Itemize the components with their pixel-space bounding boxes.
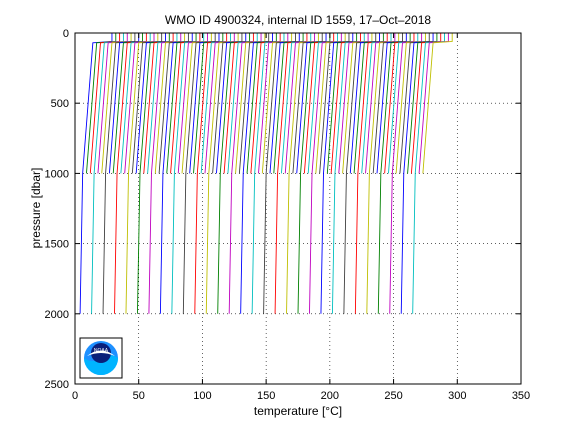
profile-line — [114, 33, 147, 314]
y-tick-label: 2000 — [45, 309, 69, 321]
grid-lines — [75, 33, 521, 384]
profile-line — [171, 33, 205, 314]
profile-line — [400, 33, 434, 314]
profile-line — [412, 33, 445, 314]
profile-line — [217, 33, 251, 314]
profile-line — [194, 33, 228, 314]
profile-line — [148, 33, 182, 314]
y-tick-label: 500 — [51, 98, 69, 110]
profile-line — [320, 33, 354, 314]
profile-line — [102, 33, 136, 314]
profile-line — [309, 33, 342, 314]
profile-line — [91, 33, 124, 314]
x-tick-label: 200 — [321, 390, 339, 402]
x-tick-label: 150 — [257, 390, 275, 402]
profile-line — [389, 33, 423, 314]
profile-line — [286, 33, 319, 314]
profile-line — [159, 33, 193, 314]
y-axis-label: pressure [dbar] — [29, 168, 43, 249]
x-tick-label: 0 — [72, 390, 78, 402]
profile-line — [79, 33, 113, 314]
logo-text: NOAA — [94, 348, 109, 354]
profile-line — [182, 33, 216, 314]
y-tick-label: 1000 — [45, 168, 69, 180]
x-axis-label: temperature [°C] — [254, 404, 342, 418]
profile-line — [125, 33, 159, 314]
y-tick-label: 1500 — [45, 239, 69, 251]
profile-lines — [79, 33, 453, 314]
x-tick-label: 100 — [193, 390, 211, 402]
x-axis-ticks: 0 50 100 150 200 250 300 350 — [72, 33, 530, 402]
profile-line — [354, 33, 388, 314]
profile-line — [263, 33, 296, 314]
y-axis-ticks: 0 500 1000 1500 2000 2500 — [45, 28, 521, 391]
profile-line — [136, 33, 170, 314]
profile-line — [366, 33, 400, 314]
profile-line — [228, 33, 262, 314]
x-tick-label: 300 — [448, 390, 466, 402]
y-tick-label: 2500 — [45, 379, 69, 391]
x-tick-label: 350 — [512, 390, 530, 402]
profile-line — [240, 33, 273, 314]
profile-line — [343, 33, 377, 314]
chart-title: WMO ID 4900324, internal ID 1559, 17–Oct… — [165, 13, 431, 27]
profile-line — [377, 33, 411, 314]
x-tick-label: 250 — [384, 390, 402, 402]
plot-frame — [74, 32, 522, 385]
profile-line — [205, 33, 239, 314]
profile-line — [331, 33, 365, 314]
noaa-logo: NOAA — [79, 337, 123, 379]
profile-line — [251, 33, 285, 314]
profile-line — [422, 33, 453, 174]
profile-line — [274, 33, 308, 314]
x-tick-label: 50 — [133, 390, 145, 402]
y-tick-label: 0 — [63, 28, 69, 40]
profile-line — [297, 33, 331, 314]
